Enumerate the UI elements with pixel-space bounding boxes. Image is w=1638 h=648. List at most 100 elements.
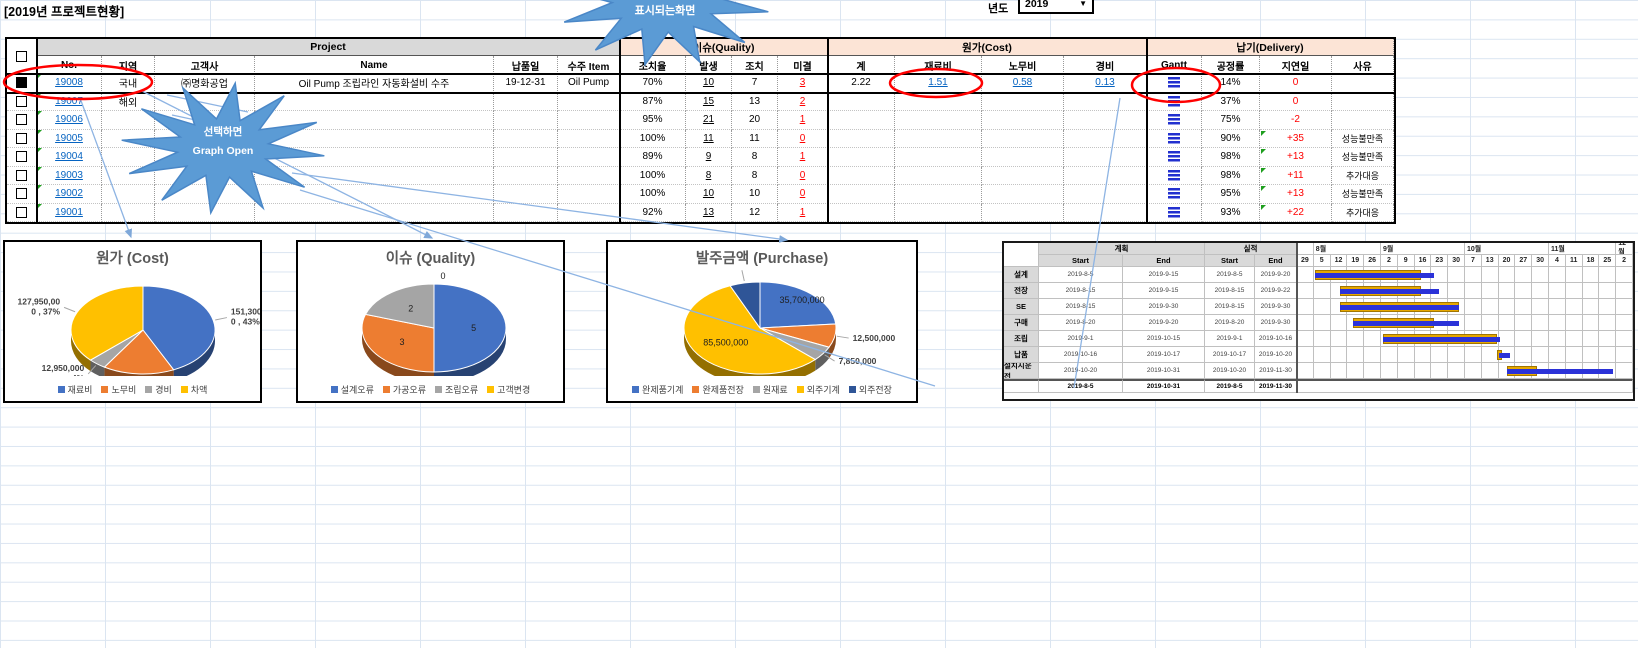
project-no-link[interactable]: 19004 [55,151,83,163]
row-checkbox[interactable] [16,188,27,200]
project-no-link[interactable]: 19006 [55,114,83,126]
project-no-link[interactable]: 19001 [55,206,83,218]
header-bottom-line [7,73,1394,75]
expense-link[interactable]: 0.13 [1095,77,1115,89]
row-4-expense [1064,148,1147,167]
gantt-icon-button[interactable] [1168,206,1180,218]
project-no-link[interactable]: 19005 [55,132,83,144]
legend-swatch [101,386,109,393]
cost-chart-legend: 재료비 노무비 경비 차액 [5,383,260,396]
open-value[interactable]: 1 [799,151,806,163]
open-value[interactable]: 3 [799,77,806,89]
gantt-task-actual_start: 2019-8-15 [1205,283,1255,299]
occur-value[interactable]: 10 [702,77,715,89]
row-5-checkbox [7,166,37,185]
gantt-grid-cell [1616,299,1633,315]
row-6-open: 0 [778,185,828,204]
gantt-grid-cell [1465,283,1482,299]
quality-pie: 5 3 2 0 [361,271,507,376]
gantt-task-actual_end: 2019-9-30 [1255,315,1297,331]
row-checkbox[interactable] [16,151,27,163]
gantt-task-label: 설계 [1004,267,1039,283]
gantt-icon-button[interactable] [1168,188,1180,200]
occur-value[interactable]: 10 [702,188,715,200]
project-no-link[interactable]: 19007 [55,95,83,107]
project-no-link[interactable]: 19003 [55,169,83,181]
gantt-grid-cell [1414,347,1432,363]
column-header-10: 계 [828,56,895,74]
gantt-grid-cell [1465,299,1482,315]
occur-value[interactable]: 9 [705,151,712,163]
row-2-rate: 95% [620,111,686,130]
open-value[interactable]: 0 [799,169,806,181]
legend-label: 차액 [190,385,208,395]
legend-item-외주전장: 외주전장 [848,383,892,396]
year-dropdown[interactable]: 2019 ▼ [1018,0,1094,14]
column-header-5: 수주 Item [558,56,620,74]
gantt-grid-cell [1599,347,1617,363]
occur-value[interactable]: 11 [703,132,714,144]
gantt-grid-cell [1313,347,1331,363]
row-checkbox[interactable] [16,95,27,107]
gantt-week-17: 18 [1582,255,1600,267]
row-5-open: 0 [778,166,828,185]
gantt-task-plan_start: 2019-8-15 [1039,299,1123,315]
row-0-progress: 14% [1202,74,1260,93]
project-no-link[interactable]: 19002 [55,188,83,200]
gantt-grid-cell [1448,267,1465,283]
gantt-grid-cell [1565,331,1583,347]
gantt-icon-button[interactable] [1168,151,1180,163]
row-4-total [828,148,895,167]
row-4-occur: 9 [686,148,732,167]
row-checkbox[interactable] [16,206,27,218]
legend-item-완제품전장: 완제품전장 [692,383,744,396]
row-4-region [102,148,155,167]
row-checkbox[interactable] [16,169,27,181]
occur-value[interactable]: 13 [702,206,715,218]
open-value[interactable]: 2 [799,95,806,107]
gantt-task-label: 전장 [1004,283,1039,299]
labor-link[interactable]: 0.58 [1012,77,1033,89]
occur-value[interactable]: 15 [702,95,715,107]
gantt-icon-button[interactable] [1168,95,1180,107]
gantt-grid-cell [1565,347,1583,363]
gantt-grid-cell [1565,315,1583,331]
pie-side-차액 [71,330,91,372]
pie-label-외주기계: 85,500,000 [703,337,748,347]
gantt-icon-button[interactable] [1168,169,1180,181]
purchase-chart: 발주금액 (Purchase) 35,700,000 12,500,000 7,85… [606,240,918,403]
column-header-14: Gantt [1147,56,1202,74]
row-checkbox[interactable] [16,132,27,144]
row-checkbox[interactable] [16,114,27,126]
gantt-icon-button[interactable] [1168,114,1180,126]
occur-value[interactable]: 8 [705,169,712,181]
gantt-task-plan_start: 2019-8-20 [1039,315,1123,331]
row-3-open: 0 [778,129,828,148]
occur-value[interactable]: 21 [702,114,715,126]
gantt-task-plan_end: 2019-10-15 [1123,331,1205,347]
open-value[interactable]: 1 [799,114,806,126]
row-5-reason: 추가대응 [1332,166,1394,185]
row-checkbox[interactable] [16,77,27,89]
gantt-grid-cell [1297,331,1314,347]
open-value[interactable]: 0 [799,188,806,200]
group-header-1: 이슈(Quality) [620,39,828,56]
open-value[interactable]: 0 [799,132,806,144]
section-divider-2 [827,39,829,222]
pie-label-차액: 127,950,00 0 , 37% [18,296,61,316]
gantt-icon-button[interactable] [1168,77,1180,89]
open-value[interactable]: 1 [799,206,806,218]
select-all-checkbox[interactable] [16,51,27,62]
project-no-link[interactable]: 19008 [55,77,83,89]
gantt-grid-cell [1565,267,1583,283]
material-link[interactable]: 1.51 [928,77,948,89]
row-1-expense [1064,92,1147,111]
row-7-region [102,203,155,222]
legend-swatch [487,386,495,393]
cost-chart-title: 원가 (Cost) [96,251,169,267]
purchase-pie: 35,700,00012,500,0007,850,00085,500,0009… [683,270,895,376]
row-4-open: 1 [778,148,828,167]
gantt-actual-start: Start [1205,255,1255,267]
gantt-plan-start: Start [1039,255,1123,267]
gantt-icon-button[interactable] [1168,132,1180,144]
